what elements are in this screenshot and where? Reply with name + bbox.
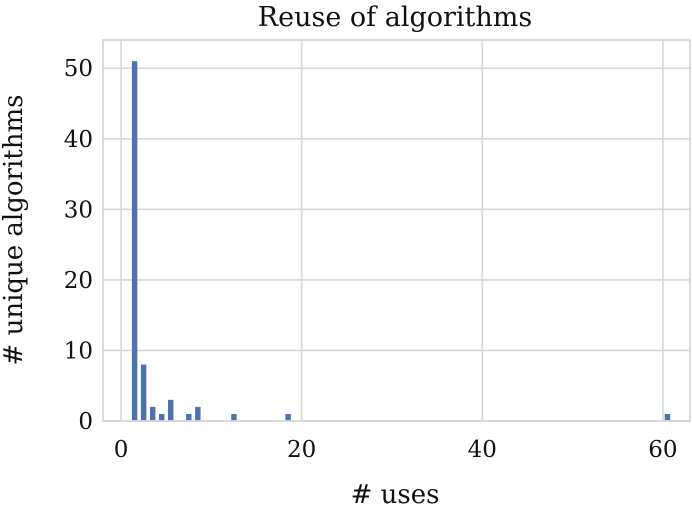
bars [131, 61, 671, 422]
y-tick-label: 50 [64, 56, 93, 82]
y-axis-ticks: 0 10 20 30 40 50 [64, 56, 93, 435]
x-tick-label: 40 [468, 437, 497, 463]
grid [103, 40, 690, 422]
x-axis-label: # uses [351, 480, 440, 507]
bar [149, 406, 156, 421]
bar [186, 413, 192, 421]
y-tick-label: 0 [78, 409, 93, 435]
x-axis-ticks: 0 20 40 60 [114, 437, 678, 463]
chart-title: Reuse of algorithms [258, 2, 532, 33]
bar [131, 61, 138, 422]
x-tick-label: 0 [114, 437, 129, 463]
bar [140, 364, 147, 421]
y-tick-label: 10 [64, 338, 93, 364]
x-tick-label: 20 [287, 437, 316, 463]
bar [664, 413, 671, 421]
y-tick-label: 40 [64, 127, 93, 153]
bar [195, 406, 201, 421]
bar [158, 413, 165, 421]
y-axis-label: # unique algorithms [0, 95, 29, 366]
y-tick-label: 30 [64, 197, 93, 223]
bar [168, 399, 174, 421]
y-tick-label: 20 [64, 268, 93, 294]
bar [231, 413, 237, 421]
plot-frame [102, 39, 691, 422]
bar [285, 413, 291, 421]
x-tick-label: 60 [648, 437, 677, 463]
